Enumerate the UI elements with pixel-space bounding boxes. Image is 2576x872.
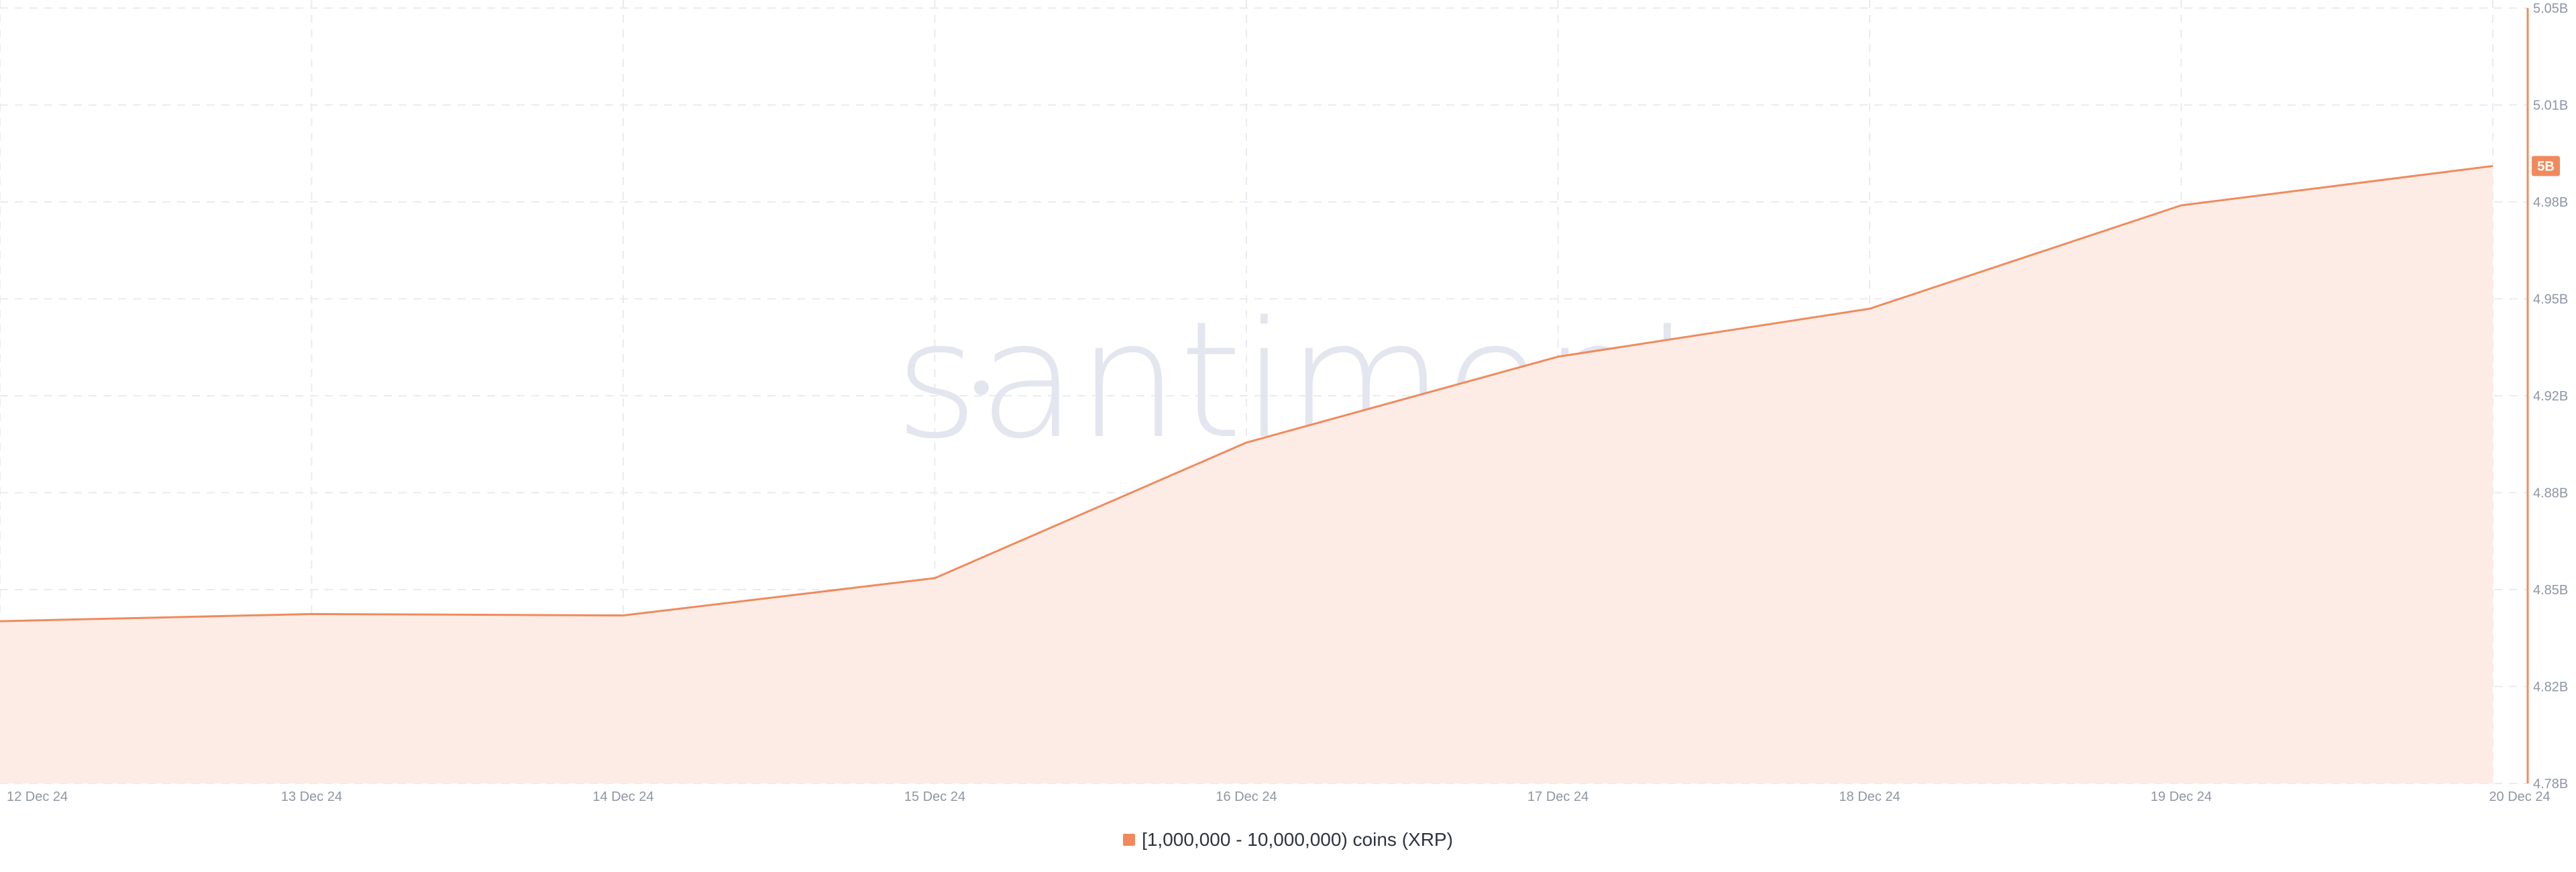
y-axis-ticks: 5.05B 5.01B 4.98B 4.95B 4.92B 4.88B 4.85B 4.82B… xyxy=(2533,1,2568,792)
series-area-fill xyxy=(0,166,2493,784)
x-tick-label: 18 Dec 24 xyxy=(1839,789,1900,804)
y-tick-label: 5.05B xyxy=(2533,1,2568,16)
x-axis-ticks: 12 Dec 24 13 Dec 24 14 Dec 24 15 Dec 24 16 D… xyxy=(7,789,2551,804)
x-tick-label: 15 Dec 24 xyxy=(904,789,965,804)
legend-swatch xyxy=(1123,834,1136,846)
y-tick-label: 4.95B xyxy=(2533,292,2568,307)
y-tick-label: 4.78B xyxy=(2533,777,2568,792)
y-tick-label: 4.92B xyxy=(2533,389,2568,404)
current-value-badge-bg xyxy=(2532,156,2560,176)
series-area xyxy=(0,166,2493,784)
x-tick-label: 12 Dec 24 xyxy=(7,789,68,804)
legend-label: [1,000,000 - 10,000,000) coins (XRP) xyxy=(1142,829,1453,850)
x-tick-label: 19 Dec 24 xyxy=(2151,789,2212,804)
y-tick-label: 4.98B xyxy=(2533,195,2568,210)
y-tick-label: 5.01B xyxy=(2533,99,2568,113)
watermark-dot-left xyxy=(974,380,989,395)
current-value-badge-text: 5B xyxy=(2537,159,2555,174)
x-tick-label: 17 Dec 24 xyxy=(1527,789,1589,804)
legend[interactable]: [1,000,000 - 10,000,000) coins (XRP) xyxy=(0,826,2576,853)
x-tick-label: 13 Dec 24 xyxy=(281,789,342,804)
x-tick-label: 20 Dec 24 xyxy=(2489,789,2550,804)
y-tick-label: 4.82B xyxy=(2533,680,2568,695)
x-tick-label: 14 Dec 24 xyxy=(592,789,653,804)
current-value-badge[interactable]: 5B xyxy=(2532,156,2560,176)
y-tick-label: 4.85B xyxy=(2533,583,2568,598)
y-tick-label: 4.88B xyxy=(2533,486,2568,501)
series-line xyxy=(0,164,2493,622)
x-tick-label: 16 Dec 24 xyxy=(1216,789,1277,804)
